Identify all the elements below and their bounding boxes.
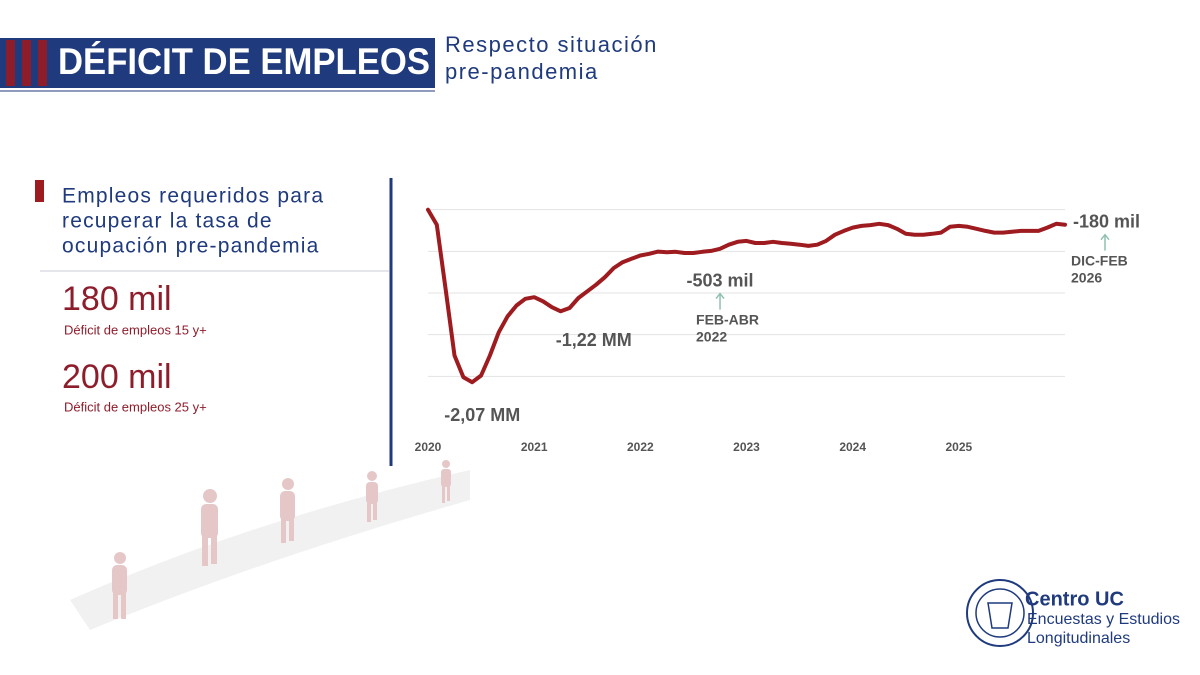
subtitle: pre-pandemia xyxy=(445,59,599,84)
annotation-period: 2022 xyxy=(696,328,727,344)
x-tick-label: 2021 xyxy=(521,440,548,454)
annotation-arrow xyxy=(715,292,725,310)
panel-heading: recuperar la tasa de xyxy=(62,210,273,233)
stat-label: Déficit de empleos 15 y+ xyxy=(64,322,207,337)
logo-line: Encuestas y Estudios xyxy=(1027,611,1180,628)
annotation: -2,07 MM xyxy=(444,405,520,425)
x-tick-label: 2020 xyxy=(415,440,442,454)
annotation-period: 2026 xyxy=(1071,269,1102,285)
x-tick-label: 2025 xyxy=(945,440,972,454)
panel-heading: ocupación pre-pandemia xyxy=(62,235,320,258)
stripe xyxy=(22,40,31,86)
subtitle: Respecto situación xyxy=(445,32,658,57)
stat-value: 180 mil xyxy=(62,280,172,318)
x-tick-label: 2023 xyxy=(733,440,760,454)
stripe xyxy=(6,40,15,86)
x-tick-label: 2022 xyxy=(627,440,654,454)
annotation: -180 mil xyxy=(1073,211,1140,231)
stat-value: 200 mil xyxy=(62,358,172,396)
annotation-period: FEB-ABR xyxy=(696,311,759,327)
decoration xyxy=(70,460,470,630)
panel-marker xyxy=(35,180,44,202)
title-bar xyxy=(0,38,435,88)
stripe xyxy=(38,40,47,86)
annotation: -503 mil xyxy=(687,270,754,290)
title: DÉFICIT DE EMPLEOS xyxy=(58,41,430,82)
annotation-arrow xyxy=(1100,233,1110,251)
annotation: -1,22 MM xyxy=(556,330,632,350)
annotation-period: DIC-FEB xyxy=(1071,252,1128,268)
logo-line: Longitudinales xyxy=(1027,630,1130,647)
logo-seal xyxy=(966,579,1034,647)
x-tick-label: 2024 xyxy=(839,440,866,454)
data-line xyxy=(426,207,1067,385)
stat-label: Déficit de empleos 25 y+ xyxy=(64,399,207,414)
logo-name: Centro UC xyxy=(1025,588,1124,610)
panel-heading: Empleos requeridos para xyxy=(62,185,324,208)
